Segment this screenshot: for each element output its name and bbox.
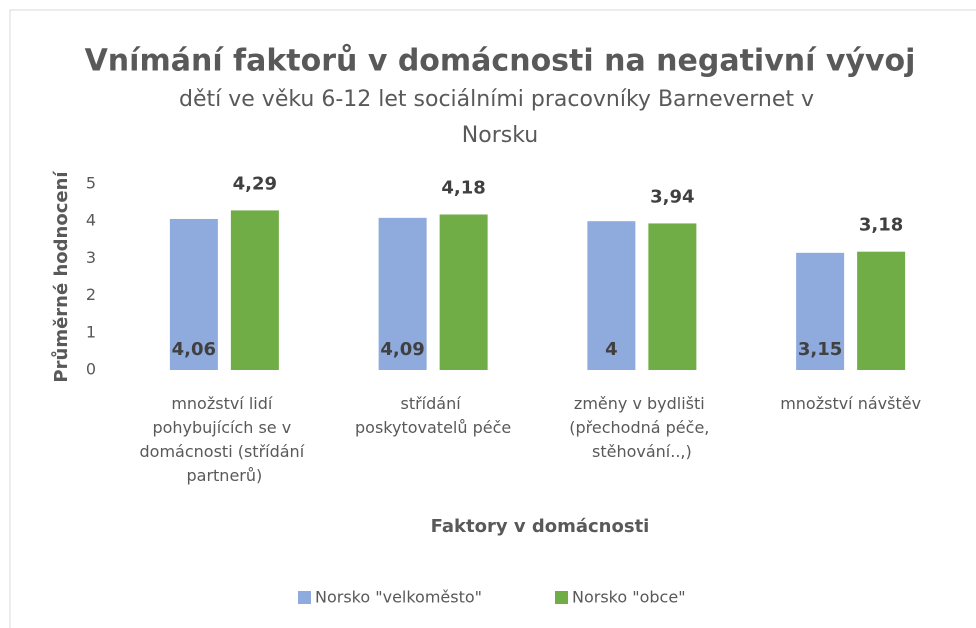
chart-subtitle: dětí ve věku 6-12 let sociálními pracovn…	[179, 87, 821, 148]
bar	[169, 218, 218, 370]
data-label: 4,29	[233, 173, 277, 194]
x-tick-label: střídání poskytovatelů péče	[355, 394, 511, 437]
bar	[857, 251, 906, 370]
legend-swatch	[298, 591, 311, 604]
data-label: 3,18	[859, 215, 903, 236]
y-tick-label: 4	[86, 211, 96, 230]
y-tick-label: 1	[86, 322, 96, 341]
x-axis-title: Faktory v domácnosti	[431, 516, 650, 537]
data-label: 4,18	[441, 178, 485, 199]
bar	[648, 223, 697, 370]
chart-title: Vnímání faktorů v domácnosti na negativn…	[85, 43, 916, 79]
bar	[587, 221, 636, 370]
x-tick-label: množství lidí pohybujících se v domácnos…	[140, 394, 310, 485]
data-label: 3,94	[650, 186, 694, 207]
data-label: 3,15	[798, 339, 842, 360]
y-tick-label: 0	[86, 360, 96, 379]
y-axis-title: Průměrné hodnocení	[50, 171, 72, 383]
x-tick-label: množství návštěv	[780, 394, 921, 413]
data-label: 4	[605, 339, 618, 360]
legend-label: Norsko "obce"	[572, 588, 686, 607]
bar	[230, 210, 279, 370]
y-tick-label: 3	[86, 248, 96, 267]
bar	[796, 252, 845, 370]
y-tick-label: 5	[86, 174, 96, 193]
y-tick-label: 2	[86, 285, 96, 304]
x-tick-label: změny v bydlišti (přechodná péče, stěhov…	[569, 394, 714, 461]
data-label: 4,06	[172, 339, 216, 360]
bar	[439, 214, 488, 370]
bar	[378, 217, 427, 370]
legend-label: Norsko "velkoměsto"	[315, 588, 482, 607]
data-label: 4,09	[380, 339, 424, 360]
legend-swatch	[555, 591, 568, 604]
